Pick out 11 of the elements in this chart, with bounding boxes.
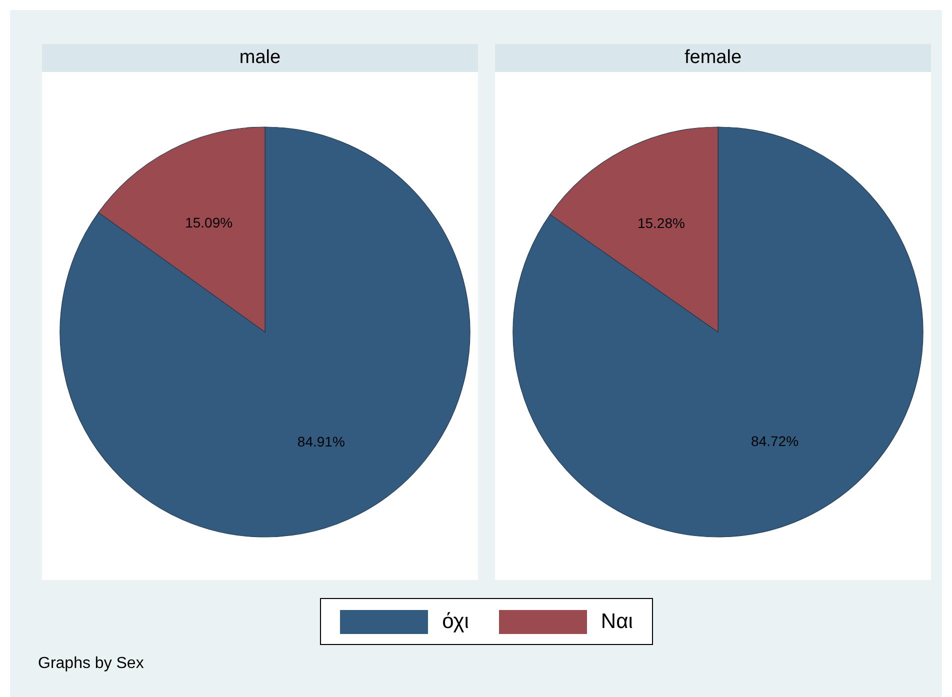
pie-slice xyxy=(60,126,470,538)
chart-title: female xyxy=(495,44,931,72)
legend-label: Ναι xyxy=(600,610,633,634)
slice-label: όχι xyxy=(442,610,469,634)
data-label: 15.28% xyxy=(637,214,685,231)
data-label: 84.91% xyxy=(297,433,345,450)
data-label: 15.09% xyxy=(185,214,233,231)
pie-slice xyxy=(512,126,924,538)
text: Graphs by Sex xyxy=(38,655,144,673)
data-label: 84.72% xyxy=(751,433,799,450)
chart-title: male xyxy=(42,44,478,72)
